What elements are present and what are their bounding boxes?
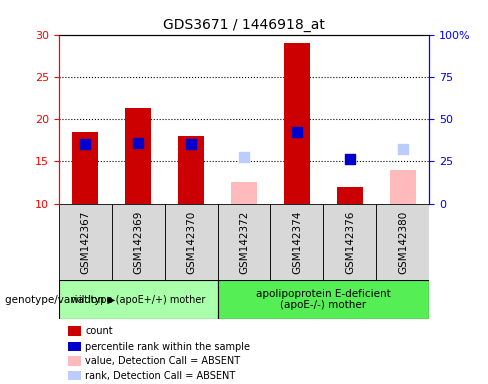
Text: GSM142374: GSM142374	[292, 210, 302, 274]
Bar	[218, 204, 270, 280]
Bar	[112, 204, 164, 280]
Bar	[270, 204, 324, 280]
Bar	[284, 43, 310, 204]
Text: GSM142372: GSM142372	[239, 210, 249, 274]
Bar	[218, 280, 429, 319]
Bar	[324, 204, 376, 280]
Point	[399, 146, 407, 152]
Title: GDS3671 / 1446918_at: GDS3671 / 1446918_at	[163, 18, 325, 32]
Point	[187, 141, 195, 147]
Point	[134, 140, 142, 146]
Text: rank, Detection Call = ABSENT: rank, Detection Call = ABSENT	[85, 371, 236, 381]
Text: apolipoprotein E-deficient
(apoE-/-) mother: apolipoprotein E-deficient (apoE-/-) mot…	[256, 289, 391, 310]
Bar	[390, 170, 416, 204]
Bar	[72, 132, 98, 204]
Bar	[231, 182, 257, 204]
Point	[240, 154, 248, 160]
Text: GSM142380: GSM142380	[398, 210, 408, 273]
Bar	[376, 204, 429, 280]
Bar	[164, 204, 218, 280]
Point	[293, 129, 301, 135]
Text: count: count	[85, 326, 113, 336]
Text: value, Detection Call = ABSENT: value, Detection Call = ABSENT	[85, 356, 241, 366]
Text: GSM142370: GSM142370	[186, 210, 196, 273]
Bar	[125, 108, 151, 204]
Text: wildtype (apoE+/+) mother: wildtype (apoE+/+) mother	[71, 295, 205, 305]
Text: percentile rank within the sample: percentile rank within the sample	[85, 342, 250, 352]
Text: GSM142376: GSM142376	[345, 210, 355, 274]
Text: genotype/variation ▶: genotype/variation ▶	[5, 295, 115, 305]
Text: GSM142369: GSM142369	[133, 210, 143, 274]
Bar	[59, 204, 112, 280]
Bar	[59, 280, 218, 319]
Bar	[337, 187, 363, 204]
Point	[81, 141, 89, 147]
Bar	[178, 136, 204, 204]
Point	[346, 156, 354, 162]
Text: GSM142367: GSM142367	[80, 210, 90, 274]
